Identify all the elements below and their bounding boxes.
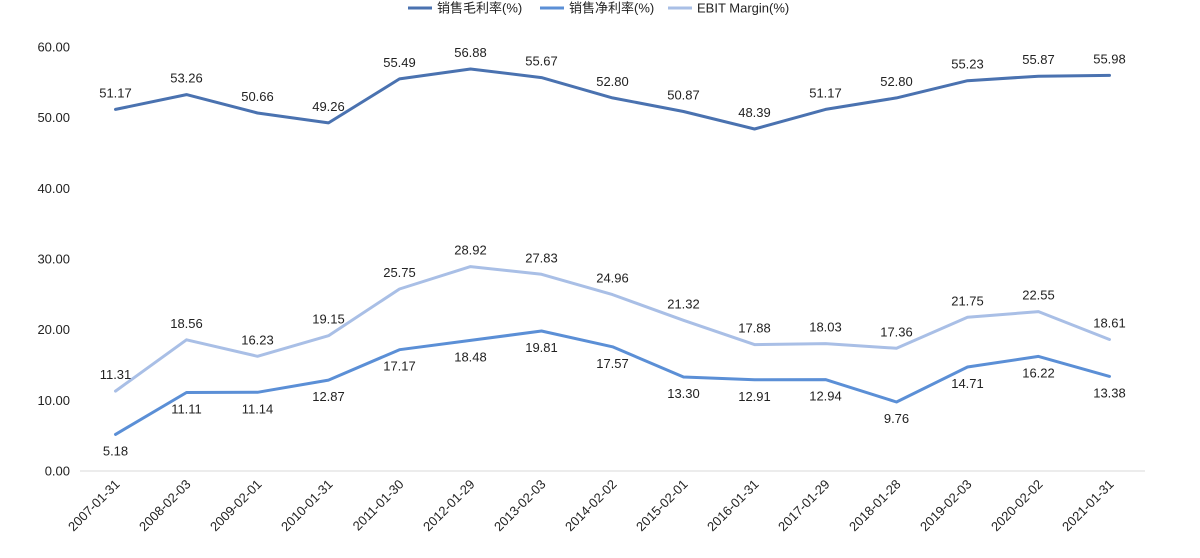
series-line-1 <box>114 67 1111 131</box>
y-tick-label: 30.00 <box>37 252 70 267</box>
data-label: 55.67 <box>525 54 558 69</box>
data-label: 56.88 <box>454 45 487 60</box>
data-label: 11.14 <box>242 401 274 416</box>
data-label: 25.75 <box>383 265 416 280</box>
x-tick-label: 2011-01-30 <box>350 477 407 534</box>
data-label: 49.26 <box>312 99 345 114</box>
y-tick-label: 20.00 <box>37 322 70 337</box>
data-label: 55.49 <box>383 55 416 70</box>
x-tick-label: 2021-01-31 <box>1059 477 1117 535</box>
legend-label: EBIT Margin(%) <box>697 1 789 16</box>
y-tick-label: 10.00 <box>37 393 70 408</box>
x-axis: 2007-01-31 2008-02-03 2009-02-01 2010-01-31… <box>65 477 1117 535</box>
data-label: 17.17 <box>383 359 416 374</box>
y-tick-label: 0.00 <box>45 464 70 479</box>
data-label: 21.75 <box>951 293 984 308</box>
series-line-3 <box>114 265 1111 393</box>
y-axis: 0.00 10.00 20.00 30.00 40.00 50.00 60.00 <box>37 40 70 479</box>
data-label: 55.87 <box>1022 52 1055 67</box>
data-label: 21.32 <box>667 296 700 311</box>
data-label: 18.48 <box>454 349 487 364</box>
x-tick-label: 2017-01-29 <box>775 477 833 535</box>
x-tick-label: 2016-01-31 <box>704 477 762 535</box>
x-tick-label: 2020-02-02 <box>988 477 1046 535</box>
x-tick-label: 2007-01-31 <box>65 477 123 535</box>
legend-label: 销售毛利率(%) <box>437 1 522 16</box>
data-label: 22.55 <box>1022 288 1055 303</box>
data-label: 17.36 <box>880 324 913 339</box>
data-label: 52.80 <box>880 74 913 89</box>
data-label: 13.38 <box>1093 385 1126 400</box>
data-label: 19.81 <box>525 340 558 355</box>
series-line-2 <box>114 329 1111 436</box>
data-label: 51.17 <box>809 85 842 100</box>
data-label: 12.87 <box>312 389 345 404</box>
data-label: 18.61 <box>1093 315 1126 330</box>
x-tick-label: 2012-01-29 <box>420 477 478 535</box>
y-tick-label: 50.00 <box>37 110 70 125</box>
data-label: 14.71 <box>951 376 984 391</box>
x-tick-label: 2013-02-03 <box>491 477 549 535</box>
data-label: 24.96 <box>596 271 629 286</box>
data-label: 18.03 <box>809 320 842 335</box>
data-label: 50.87 <box>667 88 700 103</box>
data-labels: 51.17 53.26 50.66 49.26 55.49 56.88 55.67 52.80… <box>99 45 1126 458</box>
x-tick-label: 2008-02-03 <box>136 477 194 535</box>
y-tick-label: 60.00 <box>37 40 70 55</box>
data-label: 12.91 <box>738 389 771 404</box>
data-label: 28.92 <box>454 243 487 258</box>
data-label: 55.98 <box>1093 51 1126 66</box>
data-label: 51.17 <box>99 85 132 100</box>
y-tick-label: 40.00 <box>37 181 70 196</box>
x-tick-label: 2019-02-03 <box>917 477 975 535</box>
data-label: 16.22 <box>1022 365 1055 380</box>
data-label: 19.15 <box>312 312 345 327</box>
data-label: 17.57 <box>596 356 629 371</box>
data-label: 17.88 <box>738 321 771 336</box>
x-tick-label: 2014-02-02 <box>562 477 620 535</box>
data-label: 48.39 <box>738 105 771 120</box>
data-label: 50.66 <box>241 89 274 104</box>
data-label: 9.76 <box>884 411 909 426</box>
x-tick-label: 2009-02-01 <box>207 477 265 535</box>
data-label: 5.18 <box>103 443 128 458</box>
data-label: 16.23 <box>241 332 274 347</box>
data-label: 12.94 <box>809 389 842 404</box>
x-tick-label: 2010-01-31 <box>278 477 336 535</box>
data-label: 11.11 <box>171 401 202 416</box>
data-label: 53.26 <box>170 71 203 86</box>
legend: 销售毛利率(%) 销售净利率(%) EBIT Margin(%) <box>408 1 789 16</box>
data-label: 52.80 <box>596 74 629 89</box>
legend-label: 销售净利率(%) <box>569 1 654 16</box>
data-label: 11.31 <box>100 367 132 382</box>
series-lines <box>114 67 1111 436</box>
data-label: 13.30 <box>667 386 700 401</box>
data-label: 18.56 <box>170 316 203 331</box>
x-tick-label: 2018-01-28 <box>846 477 904 535</box>
data-label: 27.83 <box>525 250 558 265</box>
x-tick-label: 2015-02-01 <box>633 477 691 535</box>
data-label: 55.23 <box>951 57 984 72</box>
